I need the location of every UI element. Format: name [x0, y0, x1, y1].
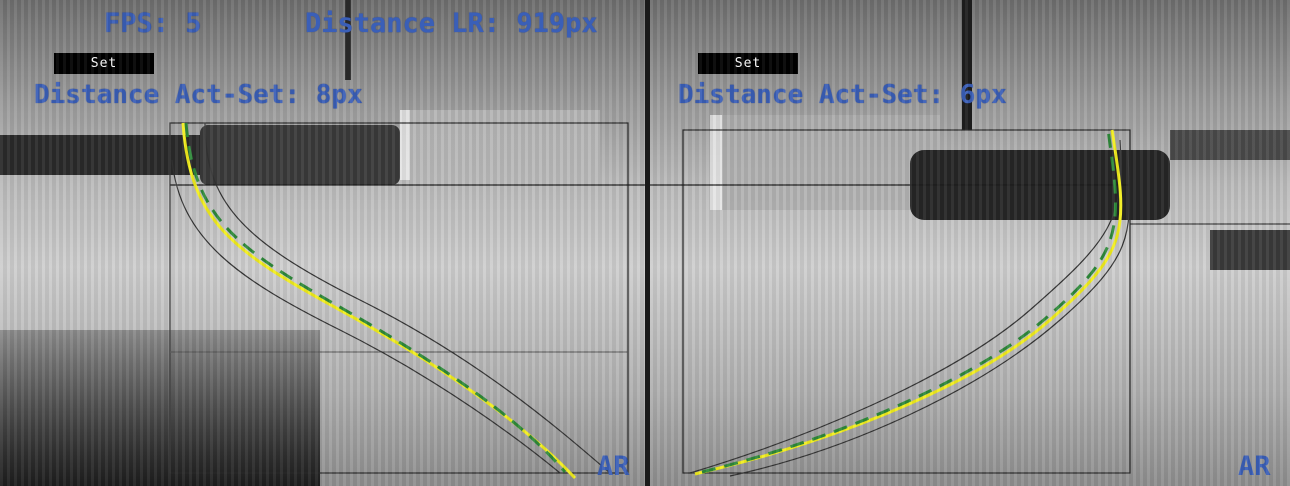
background-dark-band	[0, 135, 210, 175]
actual-edge-curve	[181, 122, 577, 480]
fps-readout: FPS: 5	[104, 8, 202, 39]
ar-mark-right: AR	[1238, 451, 1271, 482]
right-camera-view: Distance LR: 919px Set Distance Act-Set:…	[650, 0, 1290, 486]
distance-lr-label: Distance LR: 919px	[305, 8, 598, 39]
background-bright-window	[710, 115, 940, 210]
roi-box	[682, 129, 1131, 474]
set-edge-curve	[701, 129, 1117, 474]
background-dark-object	[200, 125, 400, 185]
background-vertical-rod	[345, 0, 351, 80]
pane-divider	[645, 0, 650, 486]
background-vertical-rod	[962, 0, 972, 130]
tolerance-band-outer	[689, 139, 1122, 474]
left-tracking-overlay	[169, 122, 645, 480]
background-dark-shelf	[1170, 130, 1290, 160]
ar-mark-left: AR	[597, 451, 630, 482]
set-button-right[interactable]: Set	[698, 53, 798, 74]
right-tracking-overlay	[650, 129, 1290, 477]
actual-edge-curve	[694, 129, 1123, 476]
set-button-left[interactable]: Set	[54, 53, 154, 74]
background-shadow-lower-left	[0, 330, 320, 486]
tolerance-band-outer	[204, 122, 611, 474]
distance-act-set-left: Distance Act-Set: 8px	[34, 80, 363, 110]
background-dark-strip-right	[1210, 230, 1290, 270]
roi-box	[169, 122, 629, 474]
tolerance-band-inner	[171, 159, 561, 474]
tolerance-band-inner	[729, 149, 1131, 477]
background-bright-window	[400, 110, 600, 180]
distance-act-set-right: Distance Act-Set: 6px	[678, 80, 1007, 110]
set-edge-curve	[184, 122, 567, 473]
left-camera-view: FPS: 5 Set Distance Act-Set: 8px AR	[0, 0, 645, 486]
